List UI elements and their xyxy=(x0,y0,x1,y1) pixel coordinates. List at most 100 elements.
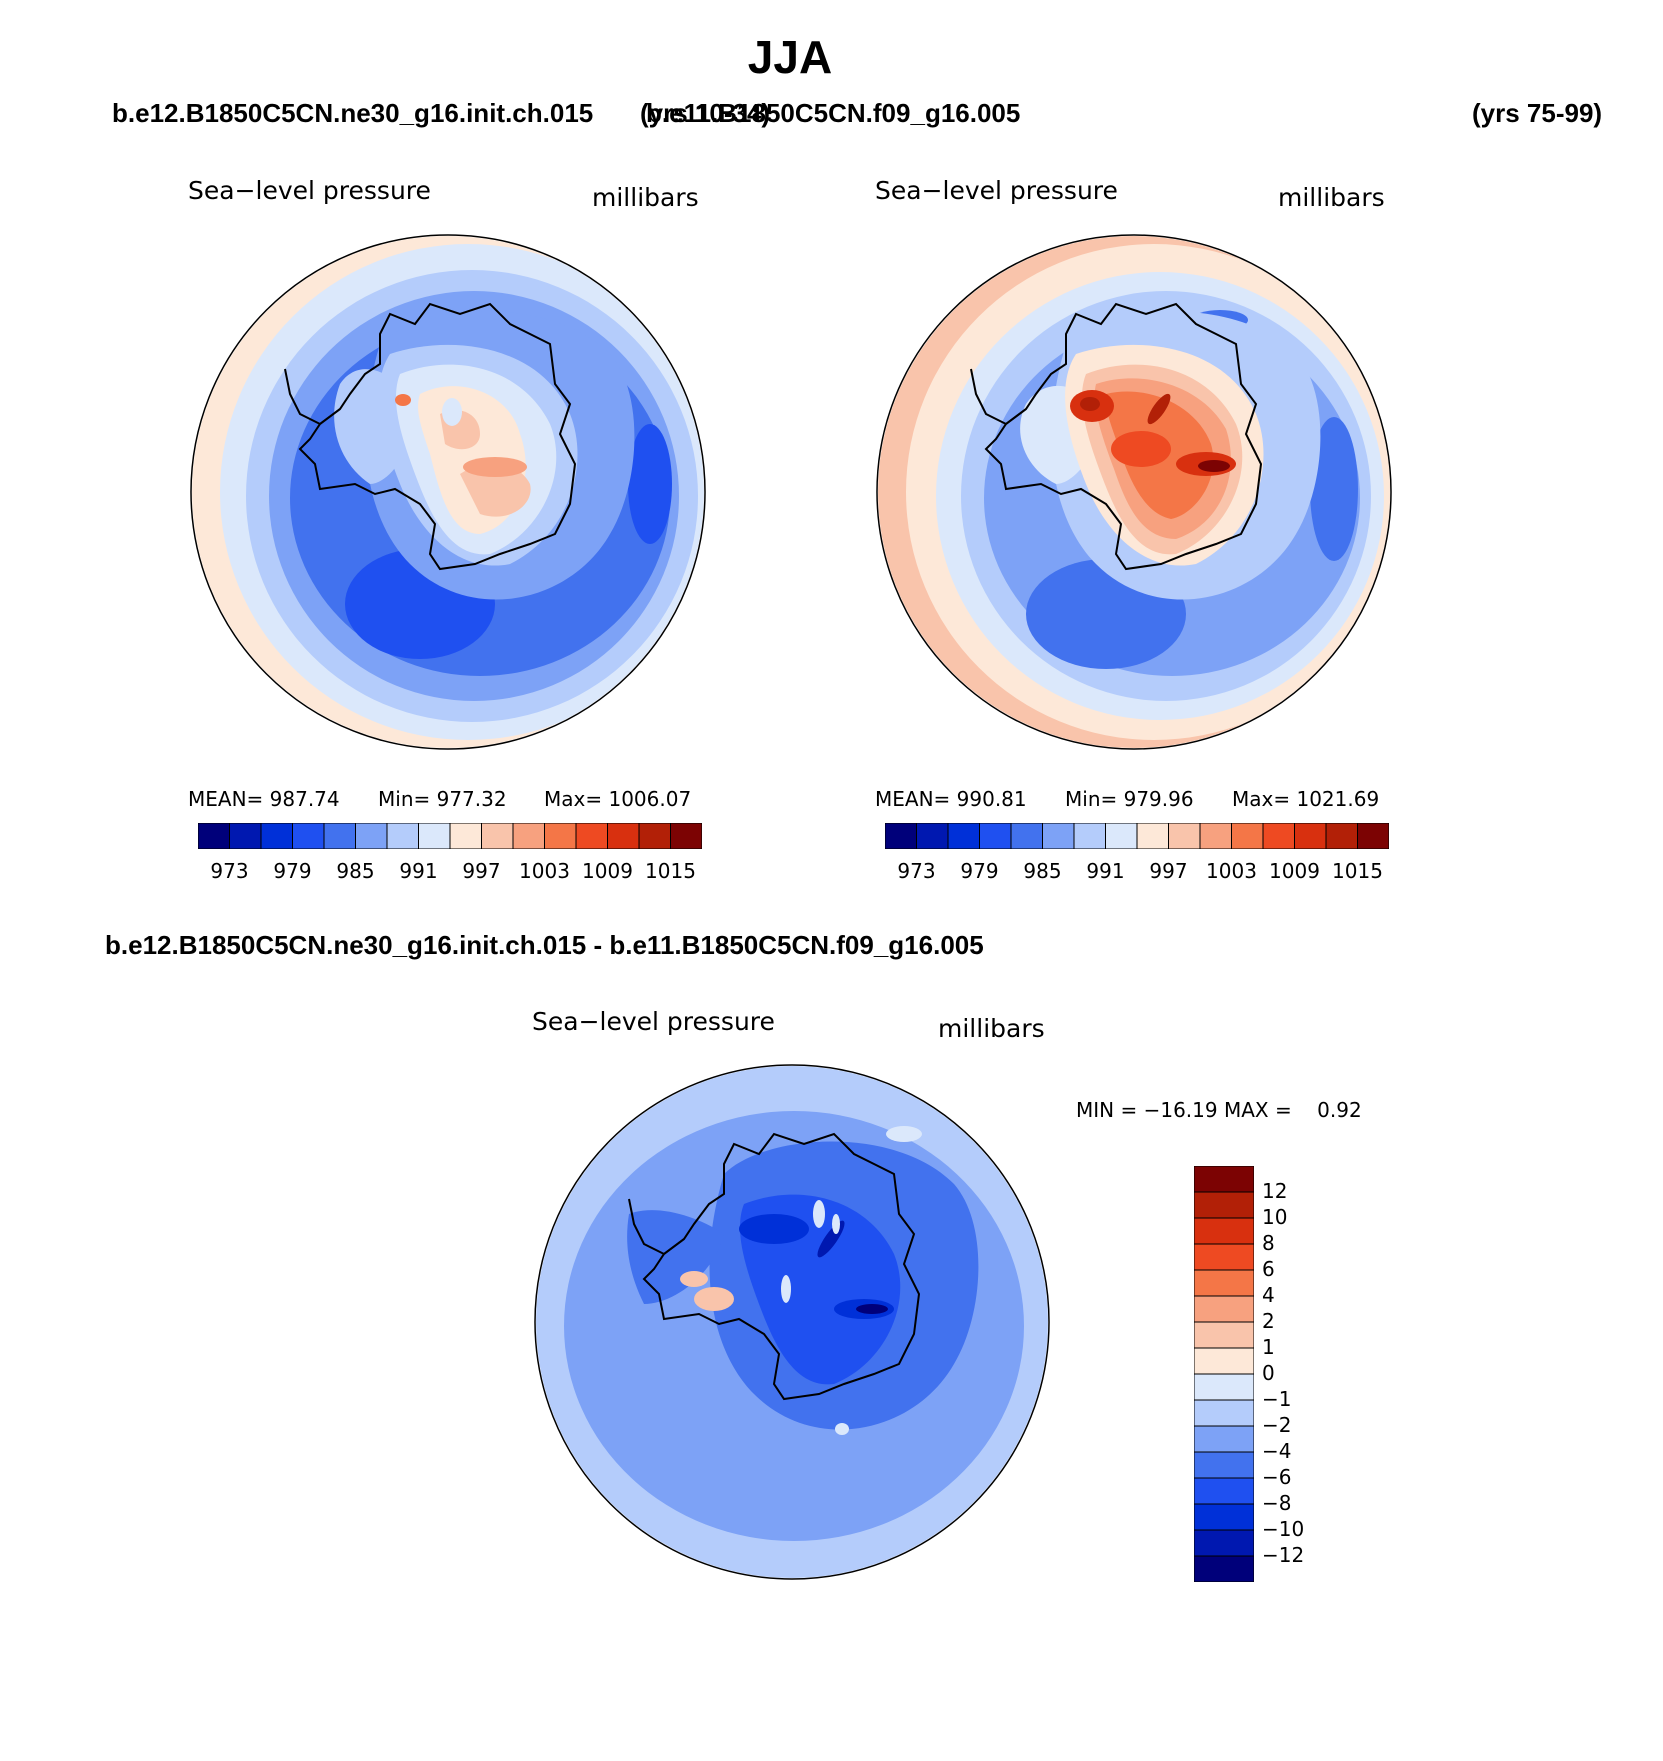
colorbar-swatch xyxy=(1010,823,1043,849)
colorbar-swatch xyxy=(979,823,1012,849)
colorbar-tick-label: 991 xyxy=(399,859,438,883)
colorbar-tick-label: 997 xyxy=(462,859,501,883)
colorbar-swatch xyxy=(638,823,671,849)
colorbar-swatch xyxy=(670,823,702,849)
colorbar-swatch xyxy=(1357,823,1389,849)
colorbar-swatch xyxy=(916,823,949,849)
diff-colorbar-swatch xyxy=(1194,1243,1254,1271)
panel2-map xyxy=(876,234,1392,750)
colorbar-tick-label: 979 xyxy=(960,859,999,883)
diff-colorbar-swatch xyxy=(1194,1477,1254,1505)
colorbar-tick-label: 1015 xyxy=(1332,859,1383,883)
diff-colorbar-swatch xyxy=(1194,1347,1254,1375)
diff-colorbar-swatch xyxy=(1194,1425,1254,1453)
panel2-min: Min= 979.96 xyxy=(1065,787,1194,811)
diff-variable: Sea−level pressure xyxy=(532,1007,775,1036)
colorbar-swatch xyxy=(885,823,917,849)
colorbar-swatch xyxy=(1294,823,1327,849)
colorbar-tick-label: 985 xyxy=(336,859,375,883)
colorbar-swatch xyxy=(386,823,419,849)
colorbar-swatch xyxy=(1325,823,1358,849)
diff-colorbar-swatch xyxy=(1194,1399,1254,1427)
colorbar-swatch xyxy=(1073,823,1106,849)
diff-colorbar-swatch xyxy=(1194,1373,1254,1401)
diff-colorbar-swatch xyxy=(1194,1166,1254,1193)
diff-colorbar-tick-label: −4 xyxy=(1262,1439,1292,1463)
colorbar-swatch xyxy=(260,823,293,849)
diff-colorbar-swatch xyxy=(1194,1451,1254,1479)
colorbar-swatch xyxy=(323,823,356,849)
colorbar-swatch xyxy=(292,823,325,849)
diff-colorbar-swatch xyxy=(1194,1555,1254,1582)
diff-colorbar-tick-label: −6 xyxy=(1262,1465,1292,1489)
diff-units: millibars xyxy=(938,1014,1045,1043)
colorbar-tick-label: 979 xyxy=(273,859,312,883)
colorbar-swatch xyxy=(544,823,577,849)
colorbar-swatch xyxy=(449,823,482,849)
panel2-max: Max= 1021.69 xyxy=(1232,787,1380,811)
case1-name: b.e12.B1850C5CN.ne30_g16.init.ch.015 xyxy=(112,98,594,128)
colorbar-swatch xyxy=(1231,823,1264,849)
diff-colorbar-swatch xyxy=(1194,1503,1254,1531)
colorbar-swatch xyxy=(1168,823,1201,849)
colorbar-swatch xyxy=(1136,823,1169,849)
colorbar-tick-label: 1003 xyxy=(1206,859,1257,883)
diff-colorbar-swatch xyxy=(1194,1217,1254,1245)
colorbar-swatch xyxy=(607,823,640,849)
panel2-units: millibars xyxy=(1278,183,1385,212)
panel1-max: Max= 1006.07 xyxy=(544,787,692,811)
panel1-variable: Sea−level pressure xyxy=(188,176,431,205)
colorbar-tick-label: 1003 xyxy=(519,859,570,883)
diff-colorbar-tick-label: 2 xyxy=(1262,1309,1275,1333)
diff-colorbar-swatch xyxy=(1194,1295,1254,1323)
colorbar-tick-label: 973 xyxy=(210,859,249,883)
diff-colorbar-tick-label: −2 xyxy=(1262,1413,1292,1437)
diff-colorbar-tick-label: 0 xyxy=(1262,1361,1275,1385)
difference-title: b.e12.B1850C5CN.ne30_g16.init.ch.015 - b… xyxy=(105,930,984,960)
diff-colorbar-tick-label: 1 xyxy=(1262,1335,1275,1359)
diff-colorbar-swatch xyxy=(1194,1321,1254,1349)
panel1-map xyxy=(190,234,706,750)
colorbar-swatch xyxy=(418,823,451,849)
colorbar-swatch xyxy=(1042,823,1075,849)
colorbar-tick-label: 1015 xyxy=(645,859,696,883)
colorbar-tick-label: 1009 xyxy=(582,859,633,883)
colorbar-tick-label: 973 xyxy=(897,859,936,883)
colorbar-swatch xyxy=(481,823,514,849)
colorbar-swatch xyxy=(198,823,230,849)
colorbar-swatch xyxy=(512,823,545,849)
panel1-units: millibars xyxy=(592,183,699,212)
colorbar-swatch xyxy=(947,823,980,849)
diff-colorbar-tick-label: 6 xyxy=(1262,1257,1275,1281)
diff-colorbar-tick-label: −1 xyxy=(1262,1387,1292,1411)
diff-colorbar-tick-label: 10 xyxy=(1262,1205,1288,1229)
colorbar-swatch xyxy=(229,823,262,849)
colorbar-swatch xyxy=(575,823,608,849)
panel1-colorbar xyxy=(198,823,702,849)
colorbar-swatch xyxy=(1199,823,1232,849)
colorbar-swatch xyxy=(1262,823,1295,849)
panel1-min: Min= 977.32 xyxy=(378,787,507,811)
case2-name: b.e11.B1850C5CN.f09_g16.005 xyxy=(646,98,1021,128)
diff-colorbar-tick-label: 4 xyxy=(1262,1283,1275,1307)
diff-colorbar-swatch xyxy=(1194,1269,1254,1297)
diff-colorbar xyxy=(1194,1166,1254,1582)
colorbar-tick-label: 991 xyxy=(1086,859,1125,883)
diff-colorbar-tick-label: −8 xyxy=(1262,1491,1292,1515)
diff-colorbar-tick-label: −10 xyxy=(1262,1517,1305,1541)
colorbar-tick-label: 1009 xyxy=(1269,859,1320,883)
figure-title: JJA xyxy=(747,31,833,83)
diff-colorbar-swatch xyxy=(1194,1191,1254,1219)
diff-minmax: MIN = −16.19 MAX = 0.92 xyxy=(1076,1098,1362,1122)
diff-colorbar-tick-label: 8 xyxy=(1262,1231,1275,1255)
colorbar-tick-label: 985 xyxy=(1023,859,1062,883)
panel2-mean: MEAN= 990.81 xyxy=(875,787,1027,811)
case1-years: (yrs 10-34) xyxy=(640,98,771,128)
panel2-variable: Sea−level pressure xyxy=(875,176,1118,205)
diff-colorbar-tick-label: 12 xyxy=(1262,1179,1288,1203)
diff-colorbar-tick-label: −12 xyxy=(1262,1543,1305,1567)
colorbar-swatch xyxy=(1105,823,1138,849)
difference-map xyxy=(534,1064,1050,1580)
colorbar-tick-label: 997 xyxy=(1149,859,1188,883)
colorbar-swatch xyxy=(355,823,388,849)
